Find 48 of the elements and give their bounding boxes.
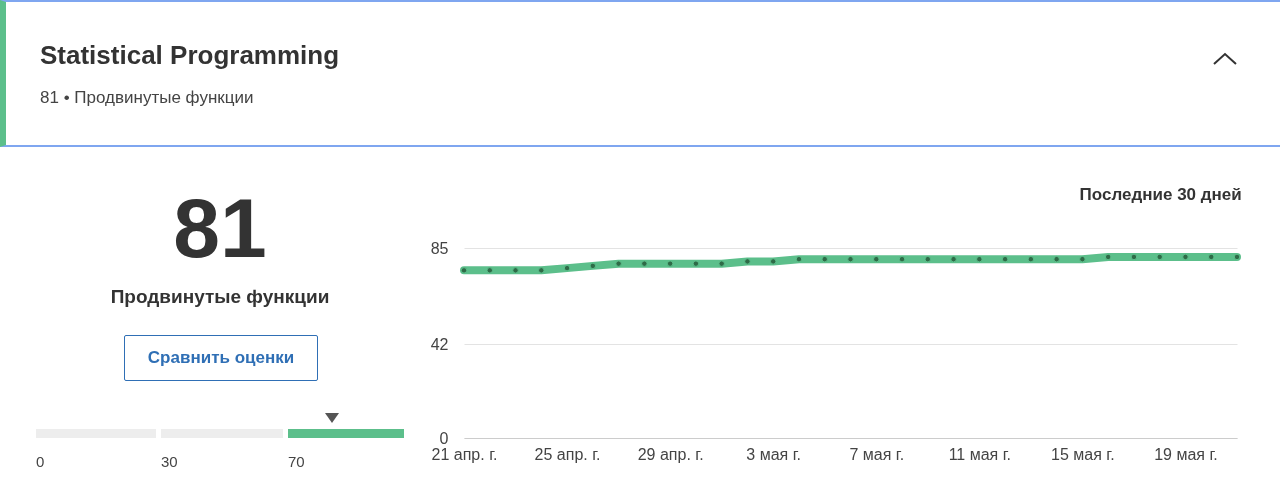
text: Сравнить оценки: [124, 335, 318, 381]
point: [1053, 255, 1060, 263]
point: [769, 258, 777, 265]
point: [538, 267, 545, 274]
text: Statistical Programming: [40, 40, 340, 71]
point: [589, 262, 597, 270]
y-tick-label: 85: [430, 239, 449, 257]
point: [486, 267, 494, 274]
x-tick-label: 7 мая г.: [849, 445, 905, 463]
point: [1207, 253, 1215, 261]
x-tick-label: 3 мая г.: [746, 445, 802, 463]
point: [976, 255, 983, 263]
point: [744, 258, 751, 265]
y-tick-label: 0: [439, 429, 449, 447]
point: [1027, 255, 1035, 263]
chart-title: Последние 30 дней: [1079, 185, 1242, 204]
point: [1156, 253, 1163, 261]
text: 70: [288, 453, 305, 470]
point: [847, 255, 854, 263]
x-tick-label: 11 мая г.: [948, 445, 1012, 463]
text: 81 • Продвинутые функции: [40, 88, 254, 108]
point: [1104, 253, 1112, 261]
point: [950, 255, 957, 263]
point: [1233, 253, 1241, 261]
point: [692, 260, 700, 267]
text: 81: [172, 180, 268, 276]
text: 30: [161, 453, 178, 470]
point: [512, 267, 519, 274]
point: [924, 255, 932, 263]
point: [641, 260, 648, 267]
point: [1001, 255, 1009, 263]
point: [1130, 253, 1138, 261]
x-tick-label: 19 мая г.: [1154, 445, 1218, 463]
x-tick-label: 25 апр. г.: [534, 445, 601, 463]
point: [873, 255, 880, 263]
point: [1079, 255, 1086, 263]
x-tick-label: 15 мая г.: [1051, 445, 1115, 463]
text: Продвинутые функции: [109, 286, 331, 308]
x-tick-label: 21 апр. г.: [431, 445, 498, 463]
point: [666, 260, 674, 267]
point: [460, 267, 468, 274]
text: 0: [36, 453, 45, 470]
point: [718, 260, 725, 267]
point: [821, 255, 828, 263]
x-tick-label: 29 апр. г.: [637, 445, 704, 463]
point: [1182, 253, 1189, 261]
point: [615, 260, 622, 267]
y-tick-label: 42: [430, 335, 449, 353]
